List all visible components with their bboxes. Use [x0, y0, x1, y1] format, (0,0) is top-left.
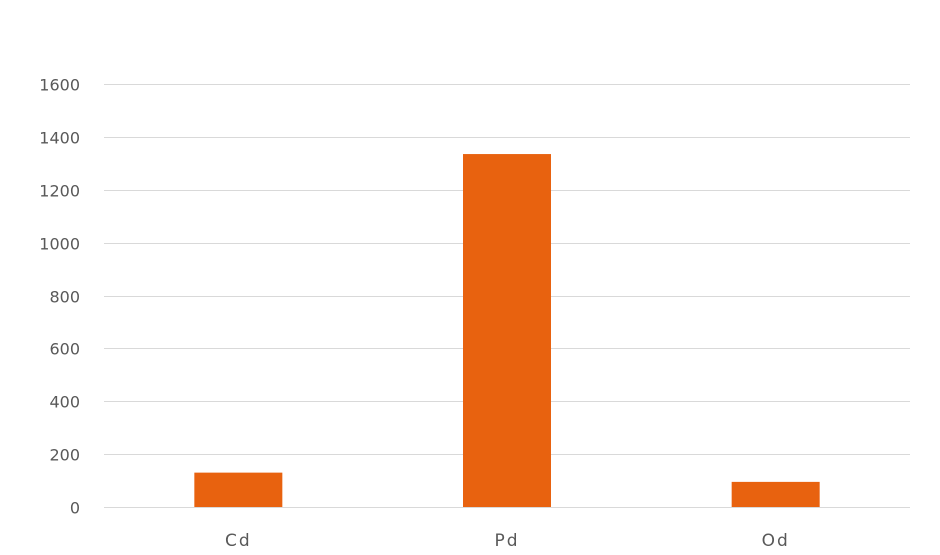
y-tick-label: 400: [49, 393, 80, 412]
x-category-label: Cd: [225, 531, 252, 551]
y-tick-label: 800: [49, 288, 80, 307]
y-axis-tick-labels: 0 200 400 600 800 1000 1200 1400 1600: [39, 76, 80, 518]
y-tick-label: 1400: [39, 129, 80, 148]
bar-od: [731, 481, 820, 507]
y-tick-label: 0: [70, 499, 80, 518]
y-tick-label: 1000: [39, 235, 80, 254]
y-tick-label: 600: [49, 340, 80, 359]
x-category-label: Od: [762, 531, 790, 551]
bar-pd: [463, 154, 551, 507]
y-tick-label: 1600: [39, 76, 80, 95]
y-tick-label: 1200: [39, 182, 80, 201]
x-category-label: Pd: [494, 531, 519, 551]
bar-cd: [194, 472, 283, 507]
x-axis-category-labels: Cd Pd Od: [225, 531, 790, 551]
y-tick-label: 200: [49, 446, 80, 465]
bars: [194, 154, 820, 507]
